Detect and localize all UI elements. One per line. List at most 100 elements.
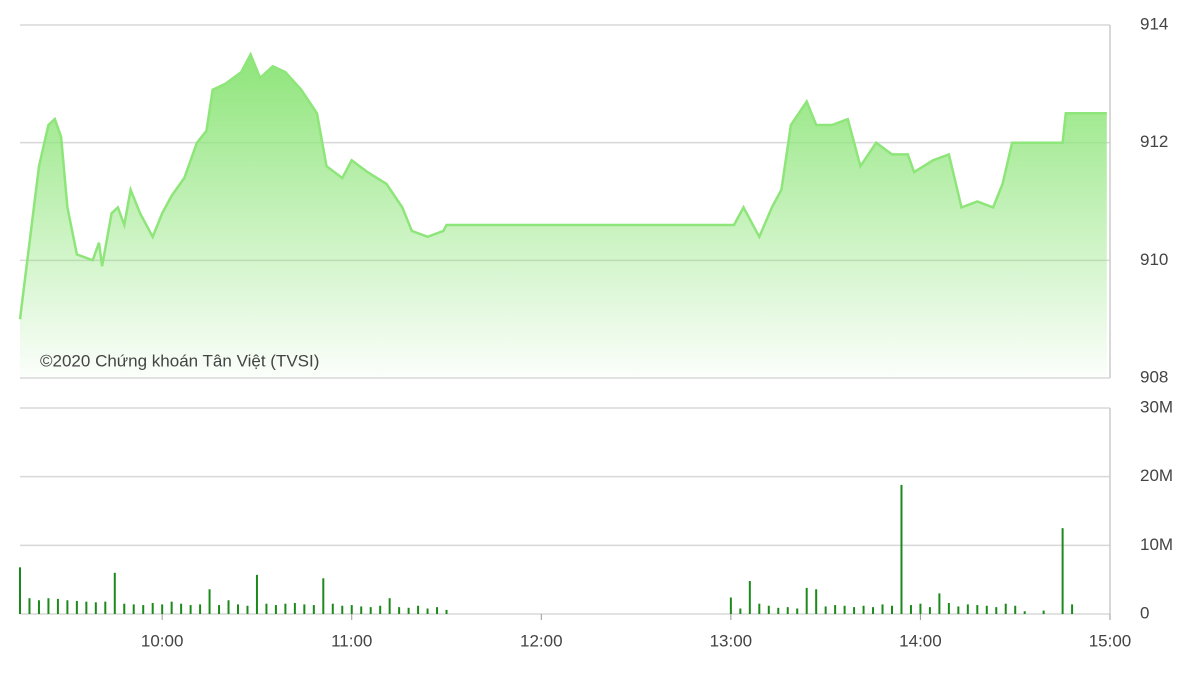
- volume-bar: [237, 604, 239, 614]
- volume-bar: [1071, 604, 1074, 614]
- y-tick-label: 912: [1140, 132, 1168, 151]
- volume-bar: [928, 607, 931, 614]
- volume-bar: [966, 604, 969, 614]
- area-fill: [20, 54, 1107, 379]
- volume-bar: [331, 603, 334, 614]
- volume-bar: [322, 578, 325, 614]
- volume-bar: [748, 581, 751, 614]
- volume-bar: [341, 605, 344, 614]
- volume-bar: [824, 606, 827, 614]
- volume-bar: [436, 607, 439, 614]
- x-tick-label: 13:00: [710, 631, 753, 650]
- volume-bar: [843, 605, 846, 614]
- volume-bar: [938, 593, 941, 614]
- volume-bar: [909, 605, 912, 614]
- volume-bar: [767, 605, 770, 614]
- volume-bar: [360, 606, 363, 614]
- volume-bar: [777, 607, 780, 614]
- volume-bar: [957, 606, 960, 614]
- volume-bar: [881, 604, 884, 614]
- y-tick-label: 0: [1140, 603, 1149, 622]
- volume-bar: [1004, 603, 1007, 614]
- volume-bar: [900, 484, 903, 614]
- y-tick-label: 908: [1140, 367, 1168, 386]
- volume-bar: [94, 602, 97, 614]
- volume-bar: [758, 603, 761, 614]
- volume-bar: [85, 601, 88, 614]
- volume-bar: [113, 572, 116, 614]
- volume-bar: [445, 609, 448, 614]
- volume-bar: [379, 605, 382, 614]
- volume-bar: [274, 605, 277, 614]
- volume-bar: [227, 600, 230, 614]
- volume-bar: [56, 598, 59, 614]
- volume-bar: [47, 598, 50, 614]
- volume-bar: [265, 603, 268, 614]
- volume-bar: [1061, 528, 1064, 614]
- volume-bar: [28, 598, 31, 614]
- volume-bar: [142, 605, 145, 614]
- y-tick-label: 914: [1140, 14, 1168, 33]
- volume-bar: [947, 603, 950, 614]
- x-tick-label: 14:00: [899, 631, 942, 650]
- y-tick-label: 20M: [1140, 466, 1173, 485]
- volume-bar: [976, 605, 979, 614]
- volume-bar: [853, 607, 856, 614]
- volume-bar: [919, 603, 922, 614]
- volume-bar: [312, 605, 315, 614]
- volume-bar: [891, 605, 893, 614]
- volume-bar: [199, 604, 202, 614]
- volume-bar: [815, 589, 818, 614]
- volume-bar: [180, 603, 183, 614]
- volume-bar: [161, 604, 164, 614]
- price-line: [18, 51, 1107, 320]
- volume-bar: [417, 605, 420, 614]
- volume-bar: [805, 587, 808, 614]
- y-tick-label: 910: [1140, 250, 1168, 269]
- volume-bar: [786, 607, 789, 614]
- volume-bar: [123, 603, 126, 614]
- volume-bar: [218, 605, 221, 614]
- volume-bar: [104, 601, 107, 614]
- volume-bar: [834, 605, 837, 614]
- volume-bar: [369, 607, 372, 614]
- x-tick-label: 15:00: [1089, 631, 1132, 650]
- x-tick-label: 11:00: [331, 631, 372, 650]
- volume-bar: [729, 597, 732, 614]
- watermark: ©2020 Chứng khoán Tân Việt (TVSI): [40, 351, 319, 370]
- volume-bar: [398, 607, 401, 614]
- volume-bar: [189, 605, 192, 614]
- volume-bar: [739, 608, 742, 614]
- volume-bar: [1014, 605, 1017, 614]
- y-tick-label: 30M: [1140, 397, 1173, 416]
- volume-bar: [75, 600, 78, 614]
- volume-bar: [426, 608, 429, 614]
- y-tick-label: 10M: [1140, 535, 1173, 554]
- volume-bar: [1042, 610, 1045, 614]
- volume-bar: [293, 603, 296, 614]
- volume-bar: [170, 601, 173, 614]
- volume-bar: [132, 604, 135, 614]
- volume-bar: [1023, 611, 1026, 614]
- x-tick-label: 10:00: [141, 631, 184, 650]
- volume-bar: [862, 605, 865, 614]
- volume-bar: [246, 605, 249, 614]
- volume-bar: [66, 600, 69, 614]
- volume-bar: [985, 605, 988, 614]
- volume-bar: [995, 607, 998, 614]
- volume-bar: [388, 598, 391, 614]
- volume-bar: [255, 574, 258, 614]
- volume-bar: [208, 589, 211, 614]
- volume-bar: [19, 567, 21, 614]
- x-tick-label: 12:00: [520, 631, 563, 650]
- volume-bar: [303, 604, 306, 614]
- volume-bar: [151, 603, 154, 614]
- volume-bar: [872, 607, 875, 614]
- volume-bar: [350, 605, 353, 614]
- volume-bar: [284, 603, 287, 614]
- volume-bar: [407, 607, 410, 614]
- volume-bar: [796, 608, 799, 614]
- volume-bar: [37, 600, 40, 614]
